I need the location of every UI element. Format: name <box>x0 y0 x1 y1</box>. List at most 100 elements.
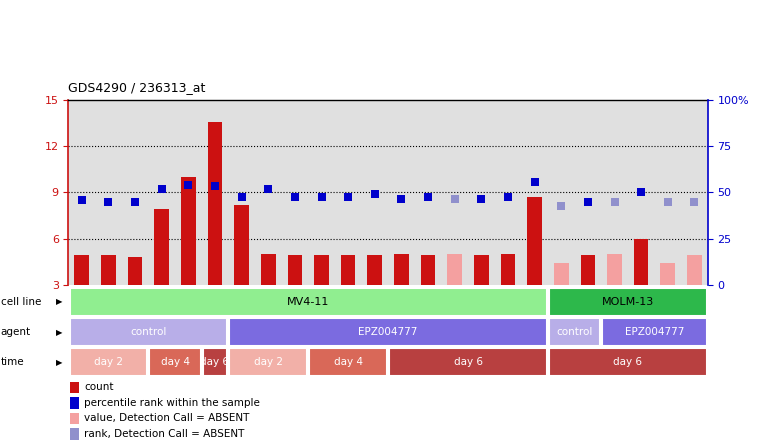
Bar <box>70 428 79 440</box>
FancyBboxPatch shape <box>389 349 547 376</box>
Text: cell line: cell line <box>1 297 41 307</box>
Bar <box>202 100 228 285</box>
Bar <box>70 397 79 408</box>
FancyBboxPatch shape <box>549 288 707 316</box>
FancyBboxPatch shape <box>69 349 148 376</box>
Bar <box>148 100 175 285</box>
Point <box>581 198 594 205</box>
Bar <box>421 255 435 285</box>
Bar <box>228 100 255 285</box>
Bar <box>361 100 388 285</box>
Point <box>368 190 380 198</box>
Bar <box>314 255 329 285</box>
Bar <box>341 255 355 285</box>
Bar <box>601 100 628 285</box>
Bar <box>394 254 409 285</box>
Text: day 6: day 6 <box>454 357 482 367</box>
Bar <box>95 100 122 285</box>
Bar <box>527 197 542 285</box>
Text: GDS4290 / 236313_at: GDS4290 / 236313_at <box>68 81 206 94</box>
Text: rank, Detection Call = ABSENT: rank, Detection Call = ABSENT <box>84 429 244 439</box>
Bar <box>607 254 622 285</box>
Bar <box>474 255 489 285</box>
Bar <box>501 254 515 285</box>
FancyBboxPatch shape <box>69 288 547 316</box>
Bar <box>308 100 335 285</box>
FancyBboxPatch shape <box>229 349 307 376</box>
Point <box>635 189 647 196</box>
Text: day 6: day 6 <box>200 357 230 367</box>
Bar <box>554 263 568 285</box>
Bar <box>122 100 148 285</box>
Text: control: control <box>130 327 167 337</box>
Bar <box>388 100 415 285</box>
Point <box>502 194 514 201</box>
Point <box>608 198 620 205</box>
Bar <box>101 255 116 285</box>
Bar <box>575 100 601 285</box>
Bar <box>634 238 648 285</box>
Point <box>422 194 434 201</box>
FancyBboxPatch shape <box>549 318 600 346</box>
FancyBboxPatch shape <box>549 349 707 376</box>
Bar <box>495 100 521 285</box>
Text: time: time <box>1 357 24 367</box>
Bar <box>468 100 495 285</box>
Bar <box>175 100 202 285</box>
Bar <box>288 255 302 285</box>
Bar <box>335 100 361 285</box>
Bar <box>441 100 468 285</box>
Bar <box>255 100 282 285</box>
Bar <box>208 122 222 285</box>
Point <box>236 194 248 201</box>
Text: control: control <box>556 327 593 337</box>
Text: agent: agent <box>1 327 31 337</box>
FancyBboxPatch shape <box>309 349 387 376</box>
Point <box>528 178 540 185</box>
Point <box>661 198 674 205</box>
Text: ▶: ▶ <box>56 358 62 367</box>
FancyBboxPatch shape <box>149 349 201 376</box>
Bar <box>548 100 575 285</box>
Point <box>688 198 700 205</box>
Point <box>342 194 354 201</box>
Point <box>155 186 167 193</box>
Text: value, Detection Call = ABSENT: value, Detection Call = ABSENT <box>84 413 250 424</box>
Bar <box>628 100 654 285</box>
Point <box>262 186 274 193</box>
Bar <box>68 100 95 285</box>
Text: day 2: day 2 <box>94 357 123 367</box>
Point <box>396 195 408 202</box>
Bar <box>368 255 382 285</box>
Bar <box>282 100 308 285</box>
Text: percentile rank within the sample: percentile rank within the sample <box>84 398 260 408</box>
Bar <box>447 254 462 285</box>
Point <box>289 194 301 201</box>
Bar <box>234 205 249 285</box>
Text: MOLM-13: MOLM-13 <box>602 297 654 307</box>
Point <box>182 181 194 188</box>
Bar <box>75 255 89 285</box>
Point <box>209 183 221 190</box>
Text: day 4: day 4 <box>161 357 189 367</box>
Bar <box>521 100 548 285</box>
Point <box>555 203 567 210</box>
Text: day 2: day 2 <box>253 357 283 367</box>
Text: MV4-11: MV4-11 <box>287 297 330 307</box>
FancyBboxPatch shape <box>602 318 707 346</box>
Text: EPZ004777: EPZ004777 <box>358 327 418 337</box>
Point <box>315 194 327 201</box>
FancyBboxPatch shape <box>202 349 228 376</box>
Bar <box>581 255 595 285</box>
Point <box>102 198 114 205</box>
Text: count: count <box>84 382 114 392</box>
Text: ▶: ▶ <box>56 297 62 306</box>
Bar <box>181 177 196 285</box>
Point <box>75 197 88 204</box>
Text: day 6: day 6 <box>613 357 642 367</box>
Bar <box>415 100 441 285</box>
FancyBboxPatch shape <box>69 318 228 346</box>
Bar <box>661 263 675 285</box>
Bar <box>687 255 702 285</box>
Point <box>475 195 487 202</box>
